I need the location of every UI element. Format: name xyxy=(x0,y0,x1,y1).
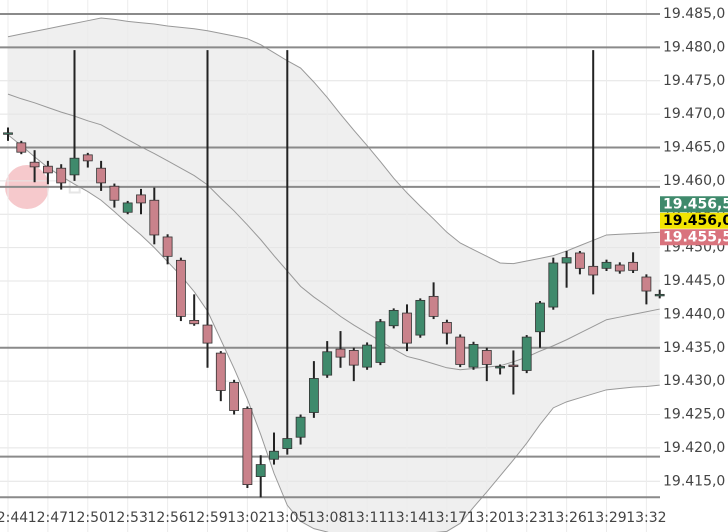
band-middle xyxy=(7,93,660,371)
y-tick-label: 19.460,0 xyxy=(663,173,725,189)
x-tick-label: 12:44 xyxy=(0,510,28,526)
x-tick-label: 13:02 xyxy=(227,510,267,526)
candle-down xyxy=(16,142,27,153)
candle-down xyxy=(455,336,466,365)
candle-up xyxy=(269,450,279,460)
candle-up xyxy=(495,366,506,369)
candle-down xyxy=(335,348,346,358)
candle-down xyxy=(162,236,173,257)
candle-down xyxy=(242,408,253,486)
candle-down xyxy=(508,364,519,368)
candle-down xyxy=(402,312,412,344)
candle-down xyxy=(109,185,120,201)
x-tick-label: 12:59 xyxy=(187,510,227,526)
x-tick-label: 13:08 xyxy=(307,510,347,526)
candle-down xyxy=(202,324,213,344)
band-lower xyxy=(7,134,660,532)
y-tick-label: 19.425,0 xyxy=(663,407,725,423)
price-badge-label: 19.456,0 xyxy=(663,213,728,229)
candle-up xyxy=(654,293,665,297)
y-tick-label: 19.470,0 xyxy=(663,106,725,122)
y-tick-label: 19.480,0 xyxy=(663,39,725,55)
price-badge xyxy=(660,229,728,246)
candle-up xyxy=(308,378,319,413)
price-badge-label: 19.455,5 xyxy=(663,229,728,245)
candle-down xyxy=(82,154,93,162)
x-tick-label: 13:26 xyxy=(546,510,586,526)
x-tick-label: 12:47 xyxy=(28,510,68,526)
x-tick-label: 13:29 xyxy=(586,510,626,526)
candle-down xyxy=(189,320,200,325)
candle-down xyxy=(56,167,67,184)
candle-up xyxy=(548,262,559,308)
candle-down xyxy=(348,350,359,366)
y-tick-label: 19.465,0 xyxy=(663,140,725,156)
y-tick-label: 19.415,0 xyxy=(663,473,725,489)
y-tick-label: 19.475,0 xyxy=(663,73,725,89)
candle-down xyxy=(441,322,452,334)
y-tick-label: 19.430,0 xyxy=(663,373,725,389)
x-tick-label: 13:14 xyxy=(387,510,427,526)
x-tick-label: 13:11 xyxy=(347,510,387,526)
candle-down xyxy=(641,276,652,292)
price-badge-label: 19.456,5 xyxy=(663,196,728,212)
candle-up xyxy=(255,464,266,477)
candle-up xyxy=(3,132,13,135)
candle-up xyxy=(282,438,293,449)
band-upper xyxy=(7,17,660,265)
candle-down xyxy=(229,382,240,411)
x-tick-label: 12:50 xyxy=(68,510,108,526)
candle-up xyxy=(375,321,386,363)
candle-up xyxy=(535,302,545,333)
x-tick-label: 13:23 xyxy=(507,510,547,526)
y-tick-label: 19.420,0 xyxy=(663,440,725,456)
candle-up xyxy=(388,309,399,327)
candle-down xyxy=(588,265,599,276)
candle-up xyxy=(468,344,479,368)
candle-down xyxy=(614,264,625,272)
candle-down xyxy=(628,261,638,271)
candle-down xyxy=(575,252,585,269)
candle-down xyxy=(215,352,226,391)
band-fill xyxy=(8,18,660,532)
y-tick-label: 19.440,0 xyxy=(663,306,725,322)
x-tick-label: 12:56 xyxy=(147,510,187,526)
candle-up xyxy=(322,351,333,376)
candle-up xyxy=(69,157,80,176)
y-tick-label: 19.435,0 xyxy=(663,340,725,356)
candle-down xyxy=(428,295,439,317)
candle-down xyxy=(481,350,492,365)
candle-up xyxy=(601,261,612,269)
candle-down xyxy=(175,259,186,317)
y-tick-label: 19.485,0 xyxy=(663,6,725,22)
price-badge xyxy=(660,196,728,213)
candle-down xyxy=(43,165,53,174)
candle-down xyxy=(136,194,146,204)
candle-up xyxy=(362,344,373,368)
candle-up xyxy=(122,202,133,213)
price-badge xyxy=(660,212,728,229)
y-tick-label: 19.445,0 xyxy=(663,273,725,289)
x-tick-label: 12:53 xyxy=(108,510,148,526)
x-tick-label: 13:05 xyxy=(267,510,307,526)
x-tick-label: 13:17 xyxy=(427,510,467,526)
candle-down xyxy=(29,161,40,168)
x-tick-label: 13:32 xyxy=(626,510,666,526)
candle-up xyxy=(415,299,426,336)
x-tick-label: 13:20 xyxy=(467,510,507,526)
candle-down xyxy=(96,167,106,184)
candle-up xyxy=(295,416,306,438)
candle-up xyxy=(561,257,572,264)
candle-up xyxy=(521,336,532,371)
candle-down xyxy=(149,199,160,236)
